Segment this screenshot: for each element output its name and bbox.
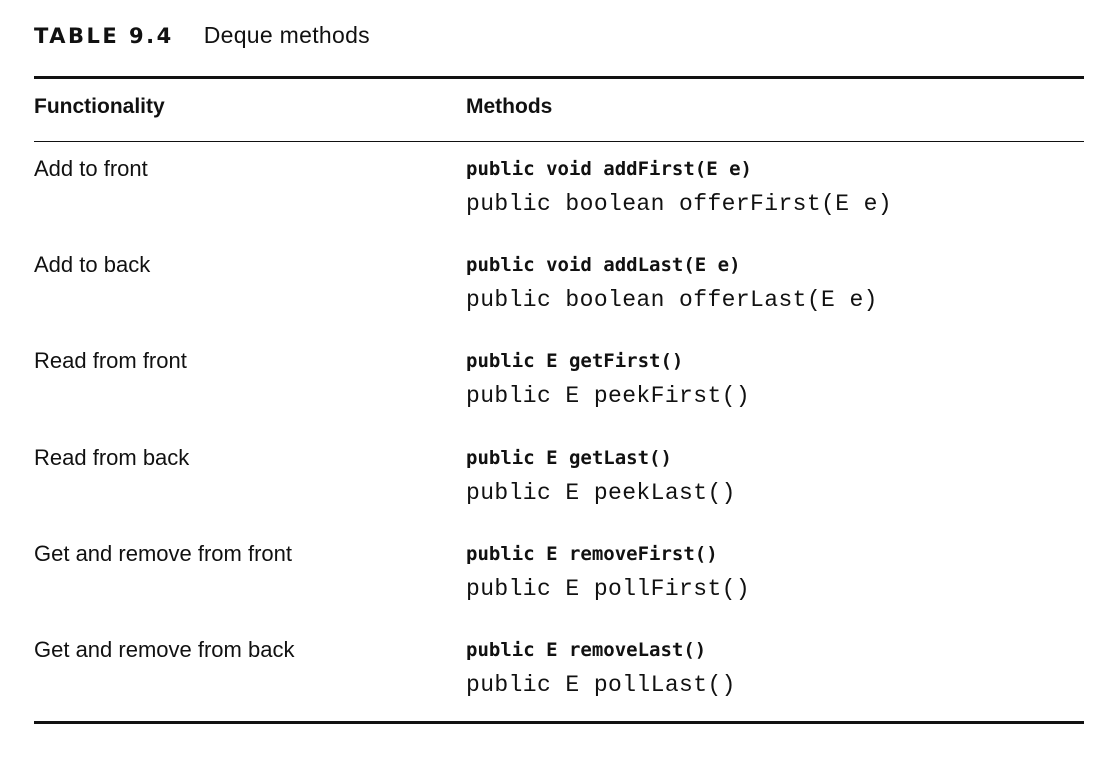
header-functionality: Functionality [34, 95, 165, 118]
row-method-primary: public void addFirst(E e) [466, 158, 752, 180]
row-functionality: Read from back [34, 445, 190, 470]
row-method-secondary: public E pollFirst() [466, 576, 751, 602]
row-method-secondary: public E pollLast() [466, 672, 736, 698]
row-method-primary: public E getLast() [466, 447, 672, 469]
table-row: Add to back public void addLast(E e) pub… [0, 252, 1101, 348]
row-method-secondary: public E peekFirst() [466, 383, 751, 409]
bottom-rule [34, 721, 1084, 724]
table-row: Add to front public void addFirst(E e) p… [0, 156, 1101, 252]
row-functionality: Read from front [34, 348, 187, 373]
table-caption: TABLE 9.4 Deque methods [34, 22, 370, 52]
row-method-secondary: public E peekLast() [466, 480, 736, 506]
row-method-primary: public void addLast(E e) [466, 254, 741, 276]
row-method-secondary: public boolean offerLast(E e) [466, 287, 878, 313]
row-functionality: Add to back [34, 252, 151, 277]
top-rule [34, 76, 1084, 79]
table-row: Get and remove from back public E remove… [0, 637, 1101, 733]
table-row: Get and remove from front public E remov… [0, 541, 1101, 637]
row-functionality: Add to front [34, 156, 148, 181]
header-rule [34, 141, 1084, 142]
table-label: TABLE 9.4 [34, 24, 174, 48]
row-functionality: Get and remove from back [34, 637, 295, 662]
row-functionality: Get and remove from front [34, 541, 292, 566]
row-method-secondary: public boolean offerFirst(E e) [466, 191, 893, 217]
row-method-primary: public E removeFirst() [466, 543, 718, 565]
table-row: Read from front public E getFirst() publ… [0, 348, 1101, 444]
table-row: Read from back public E getLast() public… [0, 445, 1101, 541]
row-method-primary: public E removeLast() [466, 639, 707, 661]
header-methods: Methods [466, 95, 553, 118]
row-method-primary: public E getFirst() [466, 350, 684, 372]
table-title: Deque methods [203, 22, 370, 48]
